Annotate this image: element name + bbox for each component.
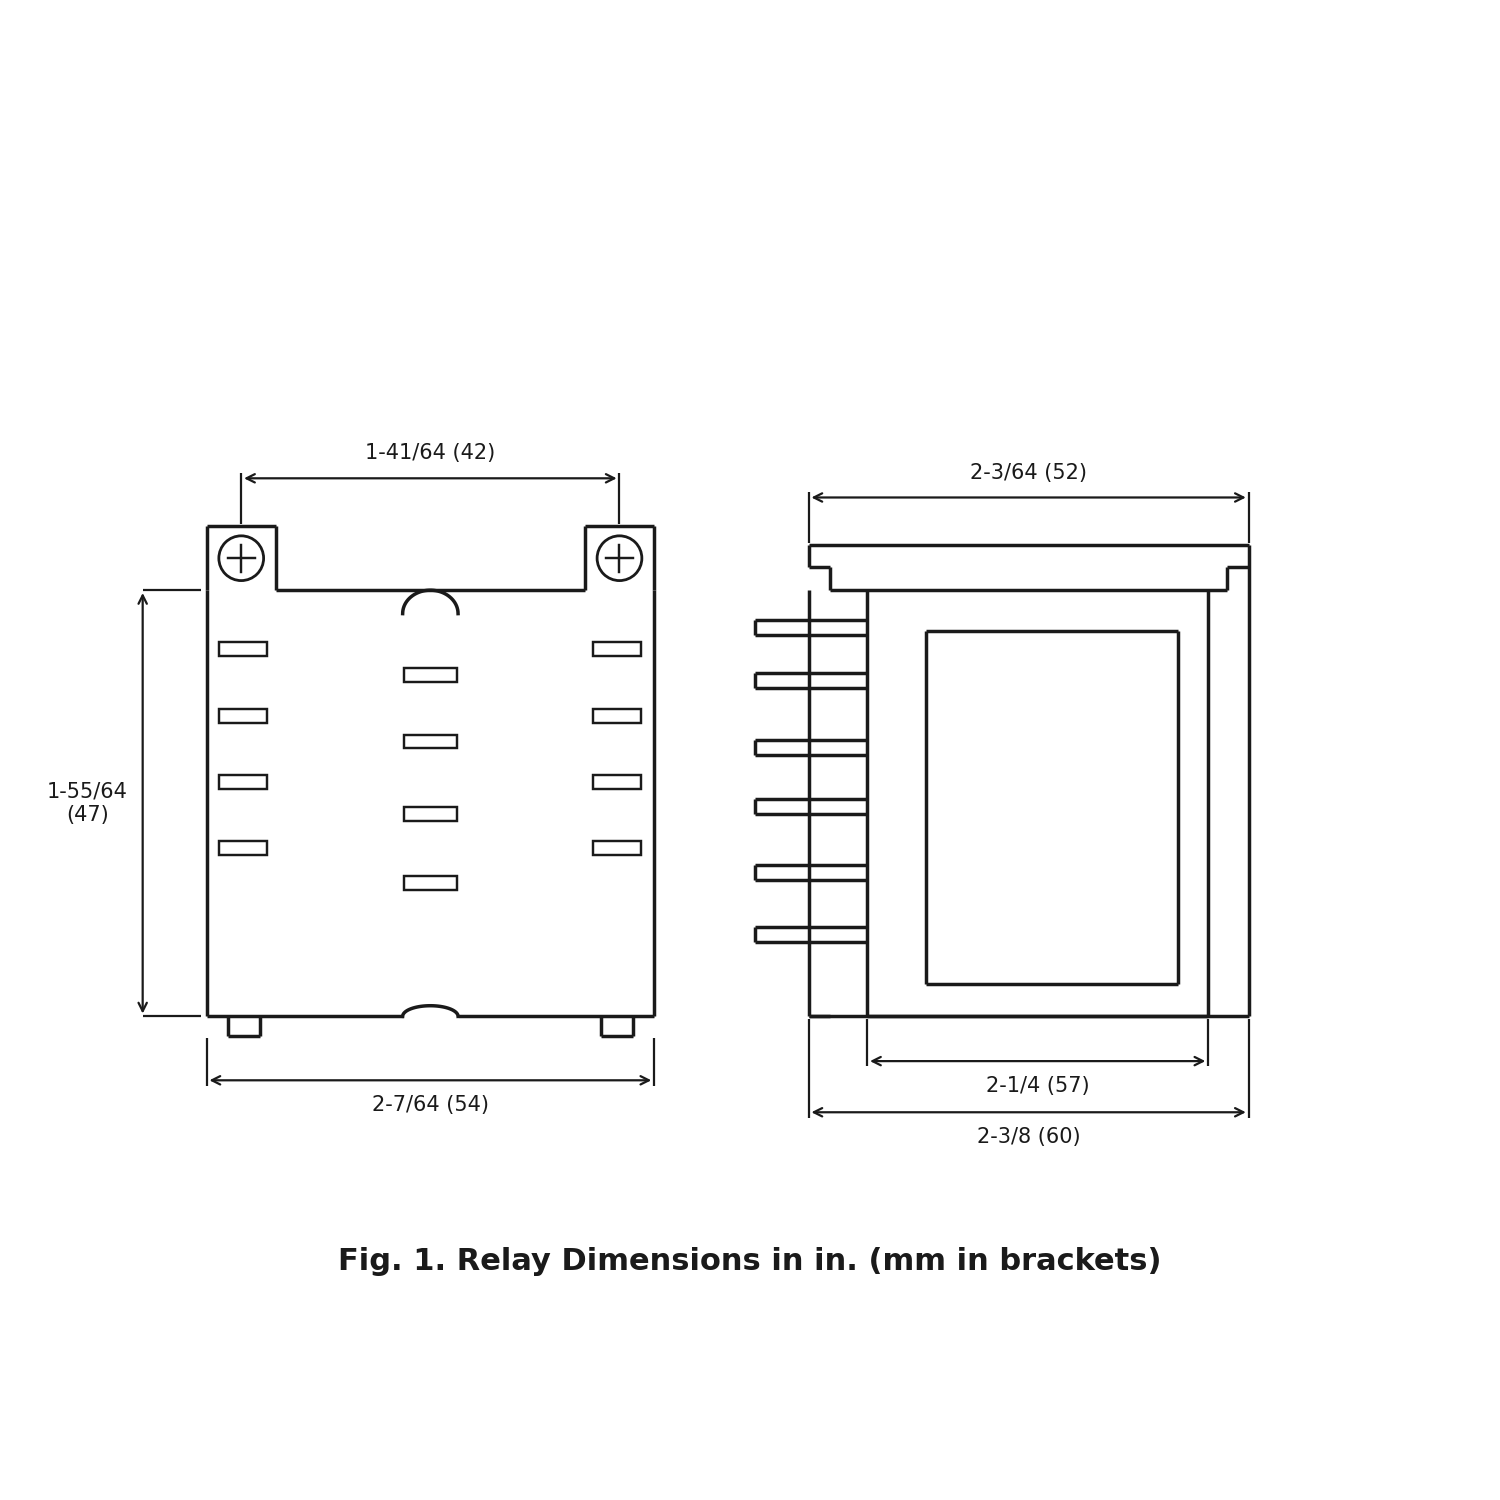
Text: 2-3/64 (52): 2-3/64 (52) [970,462,1088,483]
Bar [219,776,267,789]
Bar [404,807,457,820]
Text: 1-41/64 (42): 1-41/64 (42) [364,444,495,464]
Bar [219,710,267,723]
Bar [404,876,457,890]
Bar [219,842,267,855]
Bar [404,735,457,748]
Text: 2-1/4 (57): 2-1/4 (57) [986,1076,1089,1096]
Bar [404,669,457,682]
Text: 2-7/64 (54): 2-7/64 (54) [372,1095,489,1114]
Text: Fig. 1. Relay Dimensions in in. (mm in brackets): Fig. 1. Relay Dimensions in in. (mm in b… [338,1246,1161,1276]
Text: 1-55/64
(47): 1-55/64 (47) [46,782,128,825]
Bar [594,842,642,855]
Bar [219,642,267,656]
Bar [594,776,642,789]
Bar [594,710,642,723]
Text: 2-3/8 (60): 2-3/8 (60) [976,1126,1080,1148]
Bar [594,642,642,656]
